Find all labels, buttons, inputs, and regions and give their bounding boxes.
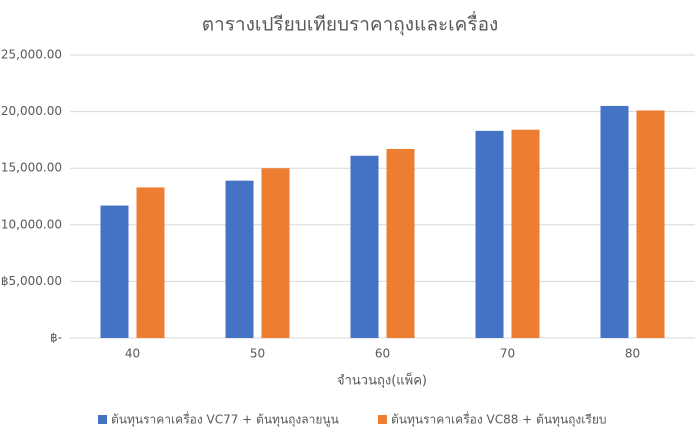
- y-tick-label: ฿5,000.00: [1, 274, 62, 288]
- x-tick-label: 60: [375, 347, 390, 361]
- bar: [475, 130, 504, 338]
- legend-label: ต้นทุนราคาเครื่อง VC77 + ต้นทุนถุงลายนูน: [111, 411, 339, 428]
- bar: [386, 148, 415, 338]
- bar: [225, 180, 254, 338]
- y-tick-label: ฿20,000.00: [0, 104, 62, 118]
- bar: [136, 187, 165, 338]
- y-tick-label: ฿25,000.00: [0, 48, 62, 62]
- bar: [600, 105, 629, 338]
- bar: [350, 155, 379, 338]
- x-tick-label: 40: [125, 347, 140, 361]
- bar: [100, 205, 129, 338]
- bar: [261, 168, 290, 338]
- legend-label: ต้นทุนราคาเครื่อง VC88 + ต้นทุนถุงเรียบ: [391, 411, 606, 428]
- chart-title: ตารางเปรียบเทียบราคาถุงและเครื่อง: [202, 11, 499, 37]
- x-axis-label: จำนวนถุง(แพ็ค): [337, 371, 427, 389]
- legend-swatch: [378, 415, 387, 424]
- legend-swatch: [98, 415, 107, 424]
- y-tick-label: ฿-: [50, 331, 62, 345]
- x-tick-label: 80: [625, 347, 640, 361]
- x-tick-label: 50: [250, 347, 265, 361]
- bar: [636, 110, 665, 338]
- x-tick-label: 70: [500, 347, 515, 361]
- bar: [511, 129, 540, 338]
- y-tick-label: ฿15,000.00: [0, 161, 62, 175]
- y-tick-label: ฿10,000.00: [0, 217, 62, 231]
